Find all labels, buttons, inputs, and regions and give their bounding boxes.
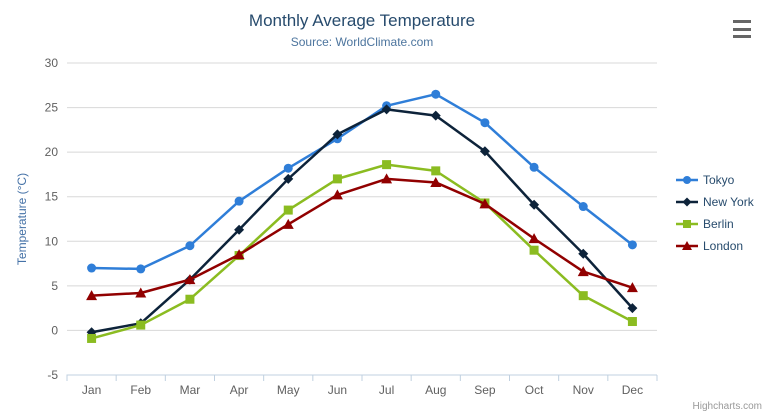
data-point-tokyo-nov[interactable] [578, 202, 588, 212]
x-axis-label: Sep [474, 383, 496, 397]
circle-marker-glyph[interactable] [683, 176, 691, 184]
x-axis-label: May [277, 383, 300, 397]
data-point-london-oct[interactable] [528, 233, 540, 244]
y-axis-label: 5 [51, 279, 58, 293]
data-point-tokyo-apr[interactable] [234, 196, 244, 206]
x-axis-label: Jun [328, 383, 347, 397]
series-tokyo [87, 89, 637, 274]
series-line-berlin [90, 163, 634, 340]
diamond-marker-icon [676, 197, 698, 207]
legend: Tokyo New York Berlin London [676, 169, 754, 257]
data-point-tokyo-mar[interactable] [185, 241, 195, 251]
data-point-tokyo-may[interactable] [283, 163, 293, 173]
legend-label: New York [703, 195, 754, 209]
x-axis-label: Dec [622, 383, 643, 397]
data-point-new-york-may[interactable] [283, 173, 294, 184]
y-axis-label: -5 [47, 368, 58, 382]
x-axis-label: Apr [230, 383, 249, 397]
data-point-tokyo-aug[interactable] [431, 89, 441, 99]
series-line-tokyo [90, 92, 634, 271]
legend-item-new-york[interactable]: New York [676, 191, 754, 213]
credits-link[interactable]: Highcharts.com [692, 401, 762, 412]
data-point-london-aug[interactable] [430, 176, 442, 187]
circle-marker-icon [676, 176, 698, 184]
data-point-london-feb[interactable] [135, 287, 147, 298]
data-point-london-apr[interactable] [233, 249, 245, 260]
y-axis-label: 10 [45, 234, 59, 248]
data-point-berlin-nov[interactable] [578, 291, 588, 301]
data-point-new-york-jul[interactable] [381, 104, 392, 115]
diamond-marker-glyph[interactable] [682, 197, 692, 207]
data-point-tokyo-oct[interactable] [529, 162, 539, 172]
data-point-london-sep[interactable] [479, 198, 491, 209]
data-point-new-york-nov[interactable] [578, 248, 589, 259]
y-axis-label: 15 [45, 190, 59, 204]
legend-item-london[interactable]: London [676, 235, 754, 257]
data-point-london-dec[interactable] [626, 282, 638, 293]
data-point-berlin-dec[interactable] [627, 317, 637, 327]
data-point-berlin-may[interactable] [283, 205, 293, 215]
legend-item-berlin[interactable]: Berlin [676, 213, 754, 235]
legend-label: Berlin [703, 217, 734, 231]
x-axis-label: Jul [379, 383, 394, 397]
data-point-new-york-oct[interactable] [529, 199, 540, 210]
series-new-york [86, 104, 638, 338]
data-point-london-jun[interactable] [331, 189, 343, 200]
data-point-new-york-apr[interactable] [234, 224, 245, 235]
chart-title: Monthly Average Temperature [248, 11, 476, 30]
data-point-london-nov[interactable] [577, 266, 589, 277]
legend-label: London [703, 239, 744, 253]
data-point-new-york-aug[interactable] [430, 110, 441, 121]
export-menu-button[interactable] [730, 18, 754, 40]
data-point-berlin-jul[interactable] [382, 160, 392, 170]
data-point-london-may[interactable] [282, 218, 294, 229]
data-point-london-jan[interactable] [86, 290, 98, 301]
triangle-marker-glyph[interactable] [682, 241, 692, 250]
data-point-tokyo-sep[interactable] [480, 118, 490, 128]
data-point-berlin-jun[interactable] [332, 174, 342, 184]
data-point-london-jul[interactable] [381, 173, 393, 184]
square-marker-icon [676, 220, 698, 228]
x-axis-label: Nov [573, 383, 594, 397]
y-axis-title: Temperature (°C) [15, 173, 29, 265]
data-point-new-york-dec[interactable] [627, 303, 638, 314]
legend-item-tokyo[interactable]: Tokyo [676, 169, 754, 191]
y-axis-label: 20 [45, 145, 59, 159]
series-london [86, 173, 638, 301]
x-axis-label: Jan [82, 383, 101, 397]
data-point-berlin-feb[interactable] [136, 320, 146, 330]
series-line-new-york [90, 108, 634, 334]
x-axis-label: Feb [130, 383, 151, 397]
x-axis-label: Aug [425, 383, 446, 397]
x-axis-label: Mar [180, 383, 201, 397]
x-axis-label: Oct [525, 383, 544, 397]
data-point-berlin-jan[interactable] [87, 333, 97, 343]
data-point-tokyo-dec[interactable] [627, 240, 637, 250]
chart-subtitle: Source: WorldClimate.com [290, 35, 434, 49]
data-point-new-york-jun[interactable] [332, 129, 343, 140]
hamburger-icon [733, 20, 751, 23]
data-point-tokyo-feb[interactable] [136, 264, 146, 274]
data-point-new-york-sep[interactable] [479, 146, 490, 157]
legend-label: Tokyo [703, 173, 735, 187]
square-marker-glyph[interactable] [683, 220, 691, 228]
data-point-tokyo-jan[interactable] [87, 263, 97, 273]
data-point-berlin-mar[interactable] [185, 294, 195, 304]
data-point-london-mar[interactable] [184, 274, 196, 285]
y-axis-label: 30 [45, 56, 59, 70]
hamburger-icon [733, 27, 751, 31]
hamburger-icon [733, 35, 751, 38]
series-line-london [90, 177, 634, 297]
y-axis-label: 0 [51, 323, 58, 337]
data-point-berlin-oct[interactable] [529, 245, 539, 255]
y-axis-label: 25 [45, 101, 59, 115]
data-point-berlin-aug[interactable] [431, 166, 441, 176]
triangle-marker-icon [676, 241, 698, 250]
